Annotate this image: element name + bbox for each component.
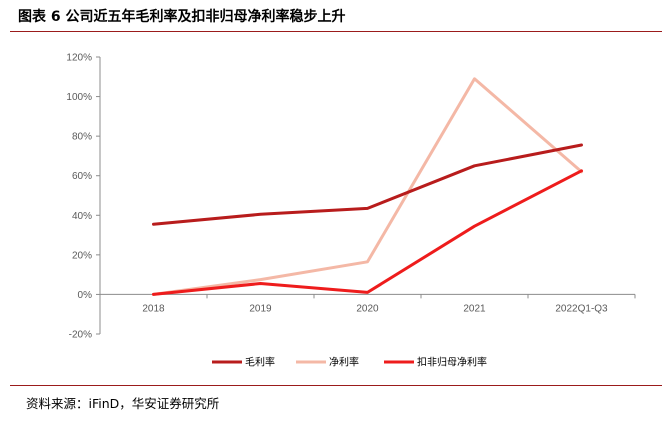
legend-label: 毛利率 <box>245 356 275 369</box>
y-tick-label: 60% <box>72 171 92 182</box>
series-line-2 <box>152 77 583 296</box>
source-rule <box>10 385 662 386</box>
y-tick-label: 40% <box>72 211 92 222</box>
y-tick-label: 100% <box>66 92 92 103</box>
x-tick-label: 2021 <box>463 303 486 314</box>
x-tick-label: 2019 <box>249 303 272 314</box>
x-tick-label: 2020 <box>356 303 379 314</box>
y-tick-label: 80% <box>72 132 92 143</box>
series-line-3 <box>152 169 583 296</box>
series-line-1 <box>152 143 583 226</box>
legend-label: 扣非归母净利率 <box>417 356 487 369</box>
y-tick-label: 0% <box>78 290 93 301</box>
source-note: 资料来源：iFinD，华安证券研究所 <box>26 396 220 411</box>
figure-title: 图表 6 公司近五年毛利率及扣非归母净利率稳步上升 <box>18 9 346 25</box>
x-tick-label: 2022Q1-Q3 <box>555 303 608 314</box>
y-tick-label: 20% <box>72 250 92 261</box>
legend-label: 净利率 <box>329 356 359 369</box>
y-tick-label: -20% <box>69 330 92 341</box>
y-tick-label: 120% <box>66 53 92 64</box>
x-tick-label: 2018 <box>142 303 165 314</box>
title-rule <box>10 31 662 32</box>
